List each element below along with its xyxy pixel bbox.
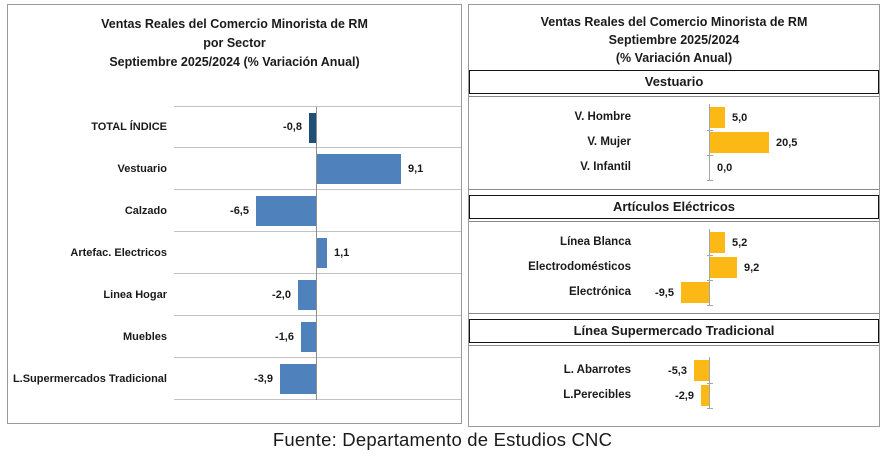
left-chart-row: Linea Hogar -2,0 (8, 274, 461, 316)
bar-value-label: -2,0 (272, 288, 291, 301)
category-label: L. Abarrotes (563, 364, 631, 376)
left-chart-panel: Ventas Reales del Comercio Minorista de … (7, 4, 462, 424)
bar-cell: 20,5 (641, 129, 879, 156)
section-bars-vestuario: V. Hombre 5,0 V. Mujer 20,5 V. Infantil … (469, 96, 879, 190)
right-chart-row: V. Mujer 20,5 (469, 129, 879, 156)
bar-value-label: -2,9 (675, 389, 694, 402)
bar-value-label: 9,2 (744, 261, 760, 274)
left-chart-row: Artefac. Electricos 1,1 (8, 232, 461, 274)
bar (681, 282, 709, 303)
bar-cell: -1,6 (174, 316, 461, 358)
bar-cell: -6,5 (174, 190, 461, 232)
bar (298, 280, 316, 310)
bar (694, 360, 709, 381)
right-chart-row: L. Abarrotes -5,3 (469, 357, 879, 384)
source-caption: Fuente: Departamento de Estudios CNC (272, 429, 613, 450)
bar-cell: 9,2 (641, 254, 879, 281)
right-chart-row: Electrodomésticos 9,2 (469, 254, 879, 281)
left-chart-row: L.Supermercados Tradicional -3,9 (8, 358, 461, 400)
bar (710, 132, 769, 153)
category-label: V. Mujer (587, 136, 631, 148)
right-chart-title-line1: Ventas Reales del Comercio Minorista de … (540, 15, 808, 29)
left-chart-row: Vestuario 9,1 (8, 148, 461, 190)
right-chart-row: V. Hombre 5,0 (469, 104, 879, 131)
right-chart-row: Línea Blanca 5,2 (469, 229, 879, 256)
bar (301, 322, 316, 352)
bar-value-label: -3,9 (254, 372, 273, 385)
section-bars-articulos-electricos: Línea Blanca 5,2 Electrodomésticos 9,2 E… (469, 221, 879, 314)
bar-cell: 5,2 (641, 229, 879, 256)
left-chart-row: Muebles -1,6 (8, 316, 461, 358)
category-label: Muebles (122, 331, 167, 343)
bar (317, 154, 401, 184)
category-label: TOTAL ÍNDICE (91, 121, 167, 133)
bar-cell: -3,9 (174, 358, 461, 400)
bar-cell: -5,3 (641, 357, 879, 384)
category-label: L.Perecibles (563, 389, 631, 401)
bar (710, 232, 725, 253)
right-chart-panel: Ventas Reales del Comercio Minorista de … (468, 4, 880, 427)
section-header-vestuario: Vestuario (469, 70, 879, 94)
section-header-articulos-electricos: Artículos Eléctricos (469, 195, 879, 219)
right-chart-title: Ventas Reales del Comercio Minorista de … (469, 5, 879, 67)
bar (317, 238, 327, 268)
section-bars-linea-supermercado: L. Abarrotes -5,3 L.Perecibles -2,9 (469, 345, 879, 426)
bar-cell: -9,5 (641, 279, 879, 306)
bar-value-label: -0,8 (283, 121, 302, 133)
bar-value-label: 9,1 (408, 162, 424, 175)
bar-cell: 0,0 (641, 154, 879, 181)
bar-cell: -2,0 (174, 274, 461, 316)
left-chart-plot: TOTAL ÍNDICE -0,8 Vestuario 9,1 Calzado … (8, 106, 461, 400)
right-chart-row: L.Perecibles -2,9 (469, 382, 879, 409)
right-chart-title-line3: (% Variación Anual) (615, 51, 733, 65)
bar-value-label: -5,3 (668, 364, 687, 377)
bar-cell: -0,8 (174, 106, 461, 148)
right-chart-title-line2: Septiembre 2025/2024 (608, 33, 740, 47)
bar (256, 196, 316, 226)
bar-cell: 9,1 (174, 148, 461, 190)
bar-value-label: -6,5 (230, 204, 249, 217)
category-label: Línea Blanca (560, 236, 631, 248)
category-label: Linea Hogar (103, 289, 167, 301)
category-label: Vestuario (117, 163, 167, 175)
bar-cell: 5,0 (641, 104, 879, 131)
left-chart-title-line3: Septiembre 2025/2024 (% Variación Anual) (109, 55, 360, 69)
category-label: Artefac. Electricos (70, 247, 167, 259)
bar-value-label: 20,5 (776, 136, 798, 149)
left-chart-row: TOTAL ÍNDICE -0,8 (8, 106, 461, 148)
bar-value-label: -1,6 (275, 330, 294, 343)
category-label: Calzado (124, 205, 167, 217)
section-header-linea-supermercado: Línea Supermercado Tradicional (469, 319, 879, 343)
bar (280, 364, 316, 394)
bar (710, 107, 725, 128)
left-chart-row: Calzado -6,5 (8, 190, 461, 232)
bar (701, 385, 709, 406)
bar-cell: -2,9 (641, 382, 879, 409)
category-label: V. Infantil (580, 161, 631, 173)
category-label: V. Hombre (574, 111, 631, 123)
right-chart-row: V. Infantil 0,0 (469, 154, 879, 181)
left-chart-title-line2: por Sector (203, 36, 266, 50)
bar (710, 257, 737, 278)
category-label: Electrónica (569, 286, 631, 298)
bar-value-label: 5,0 (732, 111, 748, 124)
bar-value-label: -9,5 (655, 286, 674, 299)
category-label: Electrodomésticos (528, 261, 631, 273)
bar-value-label: 5,2 (732, 236, 748, 249)
bar-value-label: 0,0 (717, 161, 733, 174)
right-chart-row: Electrónica -9,5 (469, 279, 879, 306)
left-chart-title-line1: Ventas Reales del Comercio Minorista de … (101, 17, 368, 31)
bar-cell: 1,1 (174, 232, 461, 274)
bar-value-label: 1,1 (334, 246, 350, 259)
category-label: L.Supermercados Tradicional (12, 373, 167, 385)
left-chart-title: Ventas Reales del Comercio Minorista de … (8, 5, 461, 72)
bar (309, 113, 316, 143)
